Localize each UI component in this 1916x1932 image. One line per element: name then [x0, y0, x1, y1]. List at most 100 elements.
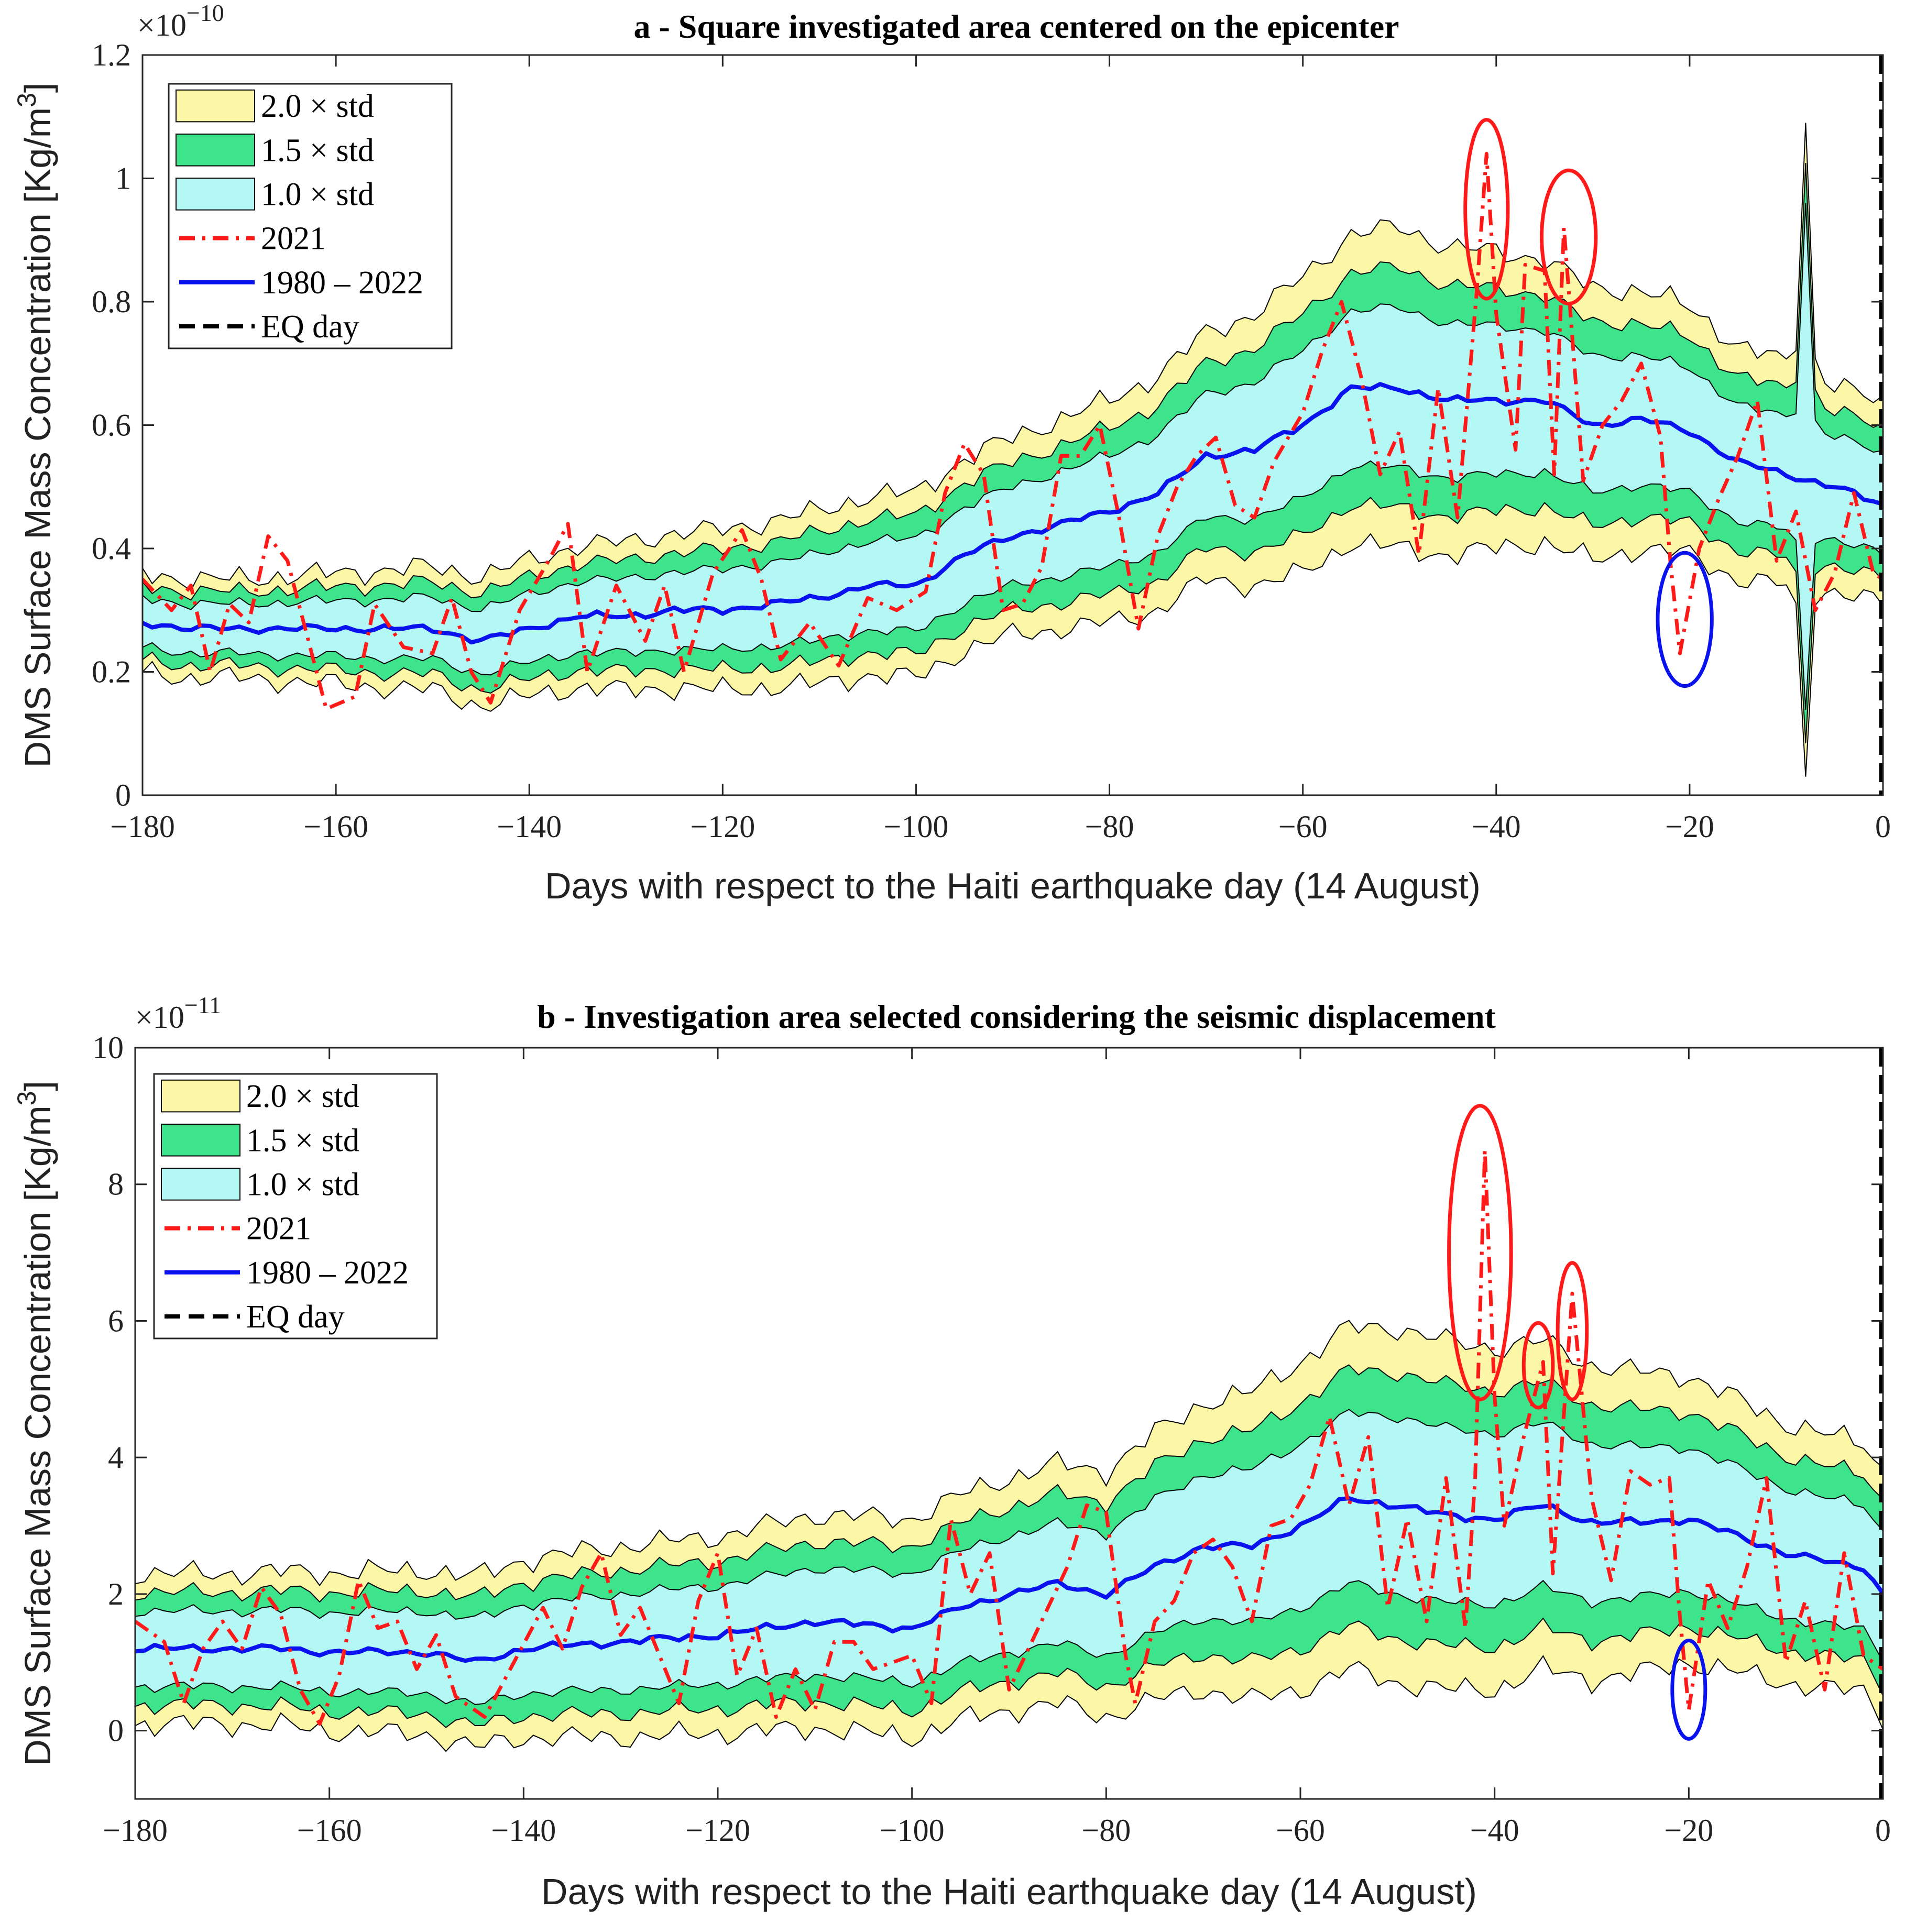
- legend-swatch: [161, 1123, 240, 1157]
- x-tick-label: −80: [1081, 1813, 1131, 1848]
- panel-b: −180 −160 −140 −120 −100 −80 −60 −40 −20 0 0 2 4 6 8 10…: [12, 992, 1891, 1912]
- y-exponent-label: ×10−11: [135, 992, 221, 1035]
- exponent-base: ×10: [135, 1000, 184, 1035]
- x-axis-label: Days with respect to the Haiti earthquak…: [541, 1871, 1477, 1912]
- x-tick-label: −140: [497, 809, 562, 844]
- legend-label: 2021: [246, 1211, 311, 1247]
- y-tick-label: 0: [108, 1714, 124, 1748]
- y-tick-label: 0: [115, 778, 131, 813]
- y-tick-label: 6: [108, 1303, 124, 1338]
- x-tick-label: −120: [685, 1813, 750, 1848]
- series-2021-line: [143, 151, 1883, 711]
- legend: 2.0 × std 1.5 × std 1.0 × std 2021 1980 – 20…: [153, 1073, 438, 1340]
- band-edge-upper-1: [135, 1409, 1883, 1620]
- x-tick-label: −100: [884, 809, 949, 844]
- legend-swatch: [161, 1168, 240, 1201]
- y-label-end: ]: [17, 83, 58, 93]
- bands: [143, 123, 1883, 777]
- series-1980-2022-line: [135, 1496, 1883, 1663]
- x-tick-label: −140: [491, 1813, 556, 1848]
- legend-box: [168, 83, 453, 349]
- legend-label: 1.5 × std: [261, 133, 374, 168]
- legend-swatch: [176, 133, 255, 167]
- band-1-0-std: [143, 203, 1883, 710]
- y-label-base: DMS Surface Mass Concentration [Kg/m: [17, 107, 58, 767]
- panel-title: b - Investigation area selected consider…: [537, 998, 1496, 1035]
- x-tick-label: −180: [110, 809, 175, 844]
- band-edge-lower-1: [135, 1579, 1883, 1705]
- exponent-base: ×10: [137, 8, 187, 42]
- anomaly-low-circle: [1670, 1639, 1707, 1741]
- x-tick-label: −180: [103, 1813, 168, 1848]
- exponent-power: −11: [184, 992, 221, 1018]
- legend: 2.0 × std 1.5 × std 1.0 × std 2021 1980 – 20…: [168, 83, 453, 349]
- band-edge-upper-2: [135, 1320, 1883, 1587]
- legend-label: 1980 – 2022: [246, 1255, 409, 1291]
- y-tick-label: 8: [108, 1167, 124, 1202]
- band-edge-lower-2: [143, 533, 1883, 777]
- legend-label: EQ day: [261, 309, 359, 345]
- anomaly-high-circle: [1521, 1321, 1555, 1410]
- y-tick-label: 1: [115, 161, 131, 196]
- y-tick-label: 0.8: [92, 284, 131, 319]
- y-tick-label: 10: [92, 1030, 124, 1065]
- legend-swatch: [176, 178, 255, 211]
- x-tick-label: −160: [303, 809, 368, 844]
- legend-label: 1.0 × std: [261, 177, 374, 212]
- legend-label: EQ day: [246, 1299, 345, 1335]
- exponent-power: −10: [187, 0, 224, 26]
- x-tick-label: −80: [1085, 809, 1134, 844]
- y-tick-label: 4: [108, 1440, 124, 1475]
- band-edge-lower-1: [143, 460, 1883, 710]
- legend-label: 2021: [261, 221, 326, 257]
- x-tick-label: 0: [1875, 1813, 1891, 1848]
- band-edge-upper-1.5: [143, 163, 1883, 601]
- x-tick-label: −40: [1470, 1813, 1519, 1848]
- legend-swatch: [176, 89, 255, 123]
- y-axis-label: DMS Surface Mass Concentration [Kg/m3]: [12, 83, 58, 768]
- anomaly-low-circle: [1656, 551, 1714, 688]
- legend-swatch: [161, 1079, 240, 1113]
- band-edge-upper-1.5: [135, 1364, 1883, 1603]
- x-tick-label: −120: [690, 809, 755, 844]
- axes-box: [134, 1047, 1884, 1800]
- x-tick-label: −60: [1276, 1813, 1325, 1848]
- x-tick-label: −40: [1472, 809, 1521, 844]
- y-exponent-label: ×10−10: [137, 0, 224, 42]
- bands: [135, 1148, 1883, 1752]
- y-tick-label: 0.4: [92, 531, 131, 566]
- anomaly-high-circle: [1447, 1104, 1513, 1401]
- anomaly-high-circle: [1540, 168, 1598, 306]
- y-tick-label: 0.2: [92, 655, 131, 689]
- panel-title: a - Square investigated area centered on…: [633, 8, 1399, 45]
- band-edge-upper-1: [143, 203, 1883, 612]
- y-label-sup: 3: [12, 1091, 41, 1106]
- x-tick-label: −60: [1278, 809, 1328, 844]
- anomaly-high-circle: [1556, 1261, 1589, 1401]
- x-tick-label: 0: [1875, 809, 1891, 844]
- legend-label: 1.0 × std: [246, 1167, 359, 1202]
- y-label-end: ]: [17, 1081, 58, 1091]
- legend-label: 1.5 × std: [246, 1123, 359, 1158]
- series-1980-2022-line: [143, 382, 1883, 645]
- band-edge-lower-1.5: [143, 497, 1883, 743]
- band-edge-upper-2: [143, 123, 1883, 591]
- series-2021-line: [135, 1148, 1883, 1726]
- y-axis-label: DMS Surface Mass Concentration [Kg/m3]: [12, 1081, 58, 1766]
- legend-label: 1980 – 2022: [261, 265, 423, 301]
- anomaly-high-circle: [1463, 118, 1510, 301]
- x-tick-label: −20: [1664, 1813, 1713, 1848]
- y-tick-label: 2: [108, 1577, 124, 1611]
- y-tick-label: 0.6: [92, 408, 131, 443]
- band-edge-lower-2: [135, 1655, 1883, 1752]
- panel-a: −180 −160 −140 −120 −100 −80 −60 −40 −20 0 0 0.2 0.4…: [12, 0, 1891, 906]
- y-tick-label: 1.2: [92, 38, 131, 72]
- x-tick-label: −20: [1665, 809, 1714, 844]
- legend-box: [153, 1073, 438, 1340]
- y-label-sup: 3: [12, 93, 41, 107]
- legend-label: 2.0 × std: [246, 1079, 359, 1114]
- x-tick-label: −100: [880, 1813, 945, 1848]
- x-axis-label: Days with respect to the Haiti earthquak…: [545, 865, 1481, 906]
- y-label-base: DMS Surface Mass Concentration [Kg/m: [17, 1105, 58, 1765]
